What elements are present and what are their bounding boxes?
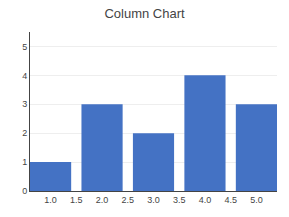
- svg-text:4: 4: [22, 71, 27, 81]
- svg-text:4.0: 4.0: [199, 195, 212, 205]
- svg-text:1: 1: [22, 157, 27, 167]
- svg-text:3.5: 3.5: [173, 195, 186, 205]
- svg-text:3.0: 3.0: [147, 195, 160, 205]
- svg-text:1.5: 1.5: [70, 195, 83, 205]
- svg-text:2.0: 2.0: [96, 195, 109, 205]
- svg-text:4.5: 4.5: [224, 195, 237, 205]
- svg-text:1.0: 1.0: [44, 195, 57, 205]
- svg-text:Column Chart: Column Chart: [104, 6, 185, 21]
- svg-text:0: 0: [22, 186, 27, 196]
- svg-text:5: 5: [22, 42, 27, 52]
- svg-text:5.0: 5.0: [250, 195, 263, 205]
- svg-text:2: 2: [22, 128, 27, 138]
- svg-text:2.5: 2.5: [122, 195, 135, 205]
- svg-text:3: 3: [22, 99, 27, 109]
